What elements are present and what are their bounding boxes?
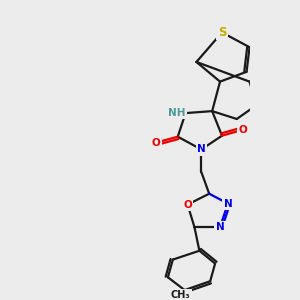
- Text: S: S: [218, 26, 226, 39]
- Text: O: O: [238, 125, 247, 135]
- Text: CH₃: CH₃: [171, 290, 190, 300]
- Text: N: N: [224, 199, 232, 208]
- Text: NH: NH: [168, 108, 186, 118]
- Text: N: N: [216, 222, 224, 232]
- Text: O: O: [152, 138, 161, 148]
- Text: O: O: [183, 200, 192, 209]
- Text: N: N: [197, 145, 206, 154]
